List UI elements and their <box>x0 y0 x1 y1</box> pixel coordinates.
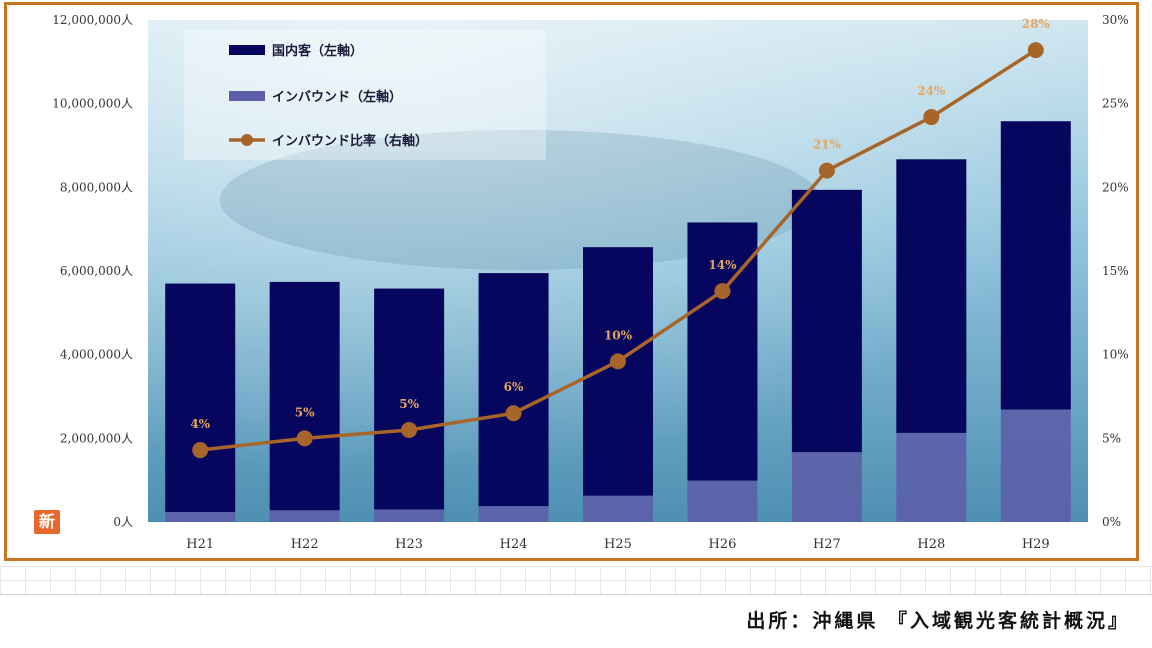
ratio-point <box>296 430 313 447</box>
y2-tick-label: 15% <box>1102 264 1129 278</box>
y2-tick-label: 10% <box>1102 348 1129 362</box>
bar-domestic <box>269 281 340 511</box>
ratio-data-label: 10% <box>604 328 633 342</box>
ratio-data-label: 4% <box>190 417 210 431</box>
bar-domestic <box>165 283 236 512</box>
ratio-data-label: 14% <box>708 258 737 272</box>
y-tick-label: 0人 <box>113 515 133 529</box>
bar-domestic <box>1000 121 1071 410</box>
y-tick-label: 10,000,000人 <box>52 97 133 111</box>
legend-swatch-inbound <box>229 91 265 101</box>
x-tick-label: H26 <box>708 537 736 552</box>
ratio-data-label: 28% <box>1022 17 1051 31</box>
y-tick-label: 8,000,000人 <box>60 180 133 194</box>
x-tick-label: H24 <box>500 537 528 552</box>
source-note: 出所：沖縄県 『入域観光客統計概況』 <box>746 610 1130 632</box>
ratio-point <box>401 421 418 438</box>
bar-domestic <box>478 273 549 507</box>
bar-inbound <box>687 480 758 522</box>
bar-inbound <box>791 452 862 522</box>
ratio-data-label: 24% <box>917 84 946 98</box>
ratio-point <box>192 442 209 459</box>
ratio-data-label: 21% <box>813 138 842 152</box>
ratio-point <box>818 162 835 179</box>
y2-tick-label: 5% <box>1102 431 1121 445</box>
ratio-point <box>610 353 626 370</box>
bar-domestic <box>791 189 862 453</box>
x-tick-label: H28 <box>917 537 945 552</box>
bar-inbound <box>165 511 236 522</box>
y2-tick-label: 30% <box>1102 13 1129 27</box>
bar-inbound <box>374 509 445 522</box>
ratio-point <box>1027 42 1044 59</box>
bar-inbound <box>1000 409 1071 522</box>
x-tick-label: H25 <box>604 537 632 552</box>
legend: 国内客（左軸） インバウンド（左軸） インバウンド比率（右軸） <box>184 30 546 160</box>
y-tick-label: 6,000,000人 <box>60 264 133 278</box>
ratio-data-label: 5% <box>295 405 315 419</box>
ratio-point <box>923 109 940 126</box>
legend-label-domestic: 国内客（左軸） <box>272 43 363 59</box>
y2-tick-label: 25% <box>1102 97 1129 111</box>
ratio-point <box>505 405 522 422</box>
bar-domestic <box>896 159 967 433</box>
spreadsheet-gridlines <box>0 566 1152 595</box>
chart-svg: 国内客（左軸） インバウンド（左軸） インバウンド比率（右軸） 0人 2,000,00… <box>52 13 1129 552</box>
x-tick-label: H29 <box>1022 537 1050 552</box>
legend-label-ratio: インバウンド比率（右軸） <box>272 133 428 149</box>
bar-inbound <box>896 432 967 522</box>
bar-inbound <box>269 510 340 522</box>
bar-inbound <box>583 495 653 522</box>
y-tick-label: 12,000,000人 <box>52 13 133 27</box>
legend-label-inbound: インバウンド（左軸） <box>272 89 402 105</box>
ratio-data-label: 5% <box>399 397 419 411</box>
bar-inbound <box>478 506 549 522</box>
x-tick-label: H27 <box>813 537 841 552</box>
ratio-data-label: 6% <box>504 380 524 394</box>
x-tick-label: H22 <box>291 537 319 552</box>
legend-marker-ratio <box>241 134 253 146</box>
y-tick-label: 4,000,000人 <box>60 348 133 362</box>
bar-domestic <box>374 288 445 510</box>
y2-tick-label: 0% <box>1102 515 1121 529</box>
x-tick-label: H23 <box>395 537 423 552</box>
y-tick-label: 2,000,000人 <box>60 431 133 445</box>
ratio-point <box>714 283 731 300</box>
bar-domestic <box>583 247 653 496</box>
x-tick-label: H21 <box>186 537 214 552</box>
new-badge: 新 <box>34 510 60 534</box>
y2-tick-label: 20% <box>1102 180 1129 194</box>
legend-swatch-domestic <box>229 45 265 55</box>
